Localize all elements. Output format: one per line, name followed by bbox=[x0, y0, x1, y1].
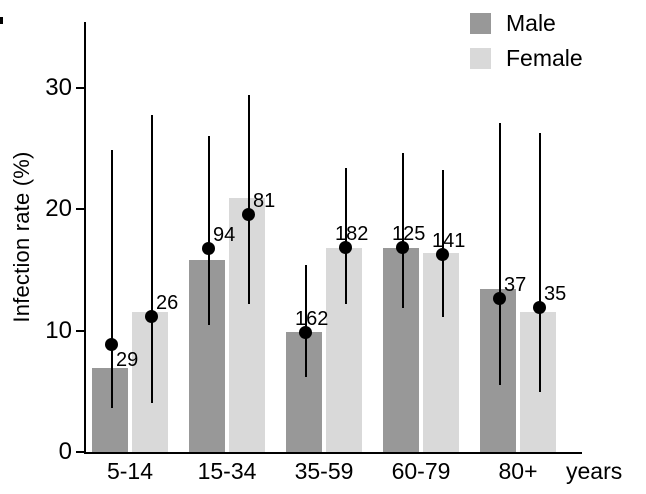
data-point-male-80+ bbox=[493, 292, 506, 306]
data-point-male-15-34 bbox=[202, 242, 215, 256]
x-category-label-60-79: 60-79 bbox=[391, 458, 451, 484]
y-axis-line bbox=[84, 22, 86, 453]
x-category-label-80+: 80+ bbox=[498, 458, 538, 484]
error-bar-female-35-59 bbox=[345, 167, 347, 304]
error-bar-male-60-79 bbox=[402, 153, 404, 308]
count-label-male-15-34: 94 bbox=[213, 224, 236, 247]
bar-male-5-14 bbox=[92, 368, 128, 452]
y-tick bbox=[76, 208, 84, 211]
y-tick bbox=[76, 329, 84, 332]
error-bar-female-60-79 bbox=[442, 170, 444, 318]
legend: Male Female bbox=[470, 12, 583, 82]
data-point-female-5-14 bbox=[145, 310, 158, 324]
bar-male-35-59 bbox=[286, 331, 322, 452]
count-label-male-35-59: 162 bbox=[295, 308, 329, 331]
legend-item-male: Male bbox=[470, 10, 583, 36]
data-point-male-35-59 bbox=[299, 326, 312, 340]
y-tick-label: 0 bbox=[58, 438, 72, 465]
bar-female-15-34 bbox=[229, 198, 265, 452]
y-tick-label: 10 bbox=[45, 316, 72, 344]
data-point-female-15-34 bbox=[242, 208, 255, 222]
male-legend-swatch bbox=[470, 12, 491, 34]
data-point-male-60-79 bbox=[396, 241, 409, 255]
error-bar-female-80+ bbox=[539, 132, 541, 393]
count-label-male-80+: 37 bbox=[504, 274, 527, 297]
error-bar-female-5-14 bbox=[151, 114, 153, 404]
x-axis-line bbox=[84, 452, 582, 454]
error-bar-male-15-34 bbox=[208, 136, 210, 325]
y-tick-label: 20 bbox=[45, 195, 72, 223]
bar-male-80+ bbox=[480, 289, 516, 452]
bar-male-60-79 bbox=[383, 248, 419, 452]
legend-label-female: Female bbox=[506, 45, 583, 71]
y-tick bbox=[76, 86, 84, 89]
female-legend-swatch bbox=[470, 47, 491, 69]
count-label-female-15-34: 81 bbox=[253, 190, 276, 213]
count-label-female-35-59: 182 bbox=[335, 223, 369, 246]
bar-male-15-34 bbox=[189, 260, 225, 452]
x-category-label-35-59: 35-59 bbox=[294, 458, 354, 484]
legend-item-female: Female bbox=[470, 45, 583, 71]
x-axis-unit-label: years bbox=[566, 458, 623, 484]
bar-female-5-14 bbox=[132, 312, 168, 452]
x-category-label-5-14: 5-14 bbox=[106, 458, 154, 484]
data-point-female-80+ bbox=[533, 300, 546, 314]
error-bar-male-5-14 bbox=[111, 149, 113, 409]
y-tick-label: 30 bbox=[45, 73, 72, 101]
data-point-male-5-14 bbox=[105, 338, 118, 352]
error-bar-female-15-34 bbox=[248, 95, 250, 304]
count-label-female-5-14: 26 bbox=[156, 292, 179, 315]
count-label-female-60-79: 141 bbox=[432, 230, 466, 253]
y-axis-title: Infection rate (%) bbox=[9, 151, 34, 323]
count-label-male-60-79: 125 bbox=[392, 223, 426, 246]
edge-artifact bbox=[0, 17, 3, 24]
bar-female-80+ bbox=[520, 312, 556, 452]
error-bar-male-35-59 bbox=[305, 265, 307, 377]
bar-female-60-79 bbox=[423, 252, 459, 452]
x-category-label-15-34: 15-34 bbox=[197, 458, 257, 484]
error-bar-male-80+ bbox=[499, 123, 501, 386]
legend-label-male: Male bbox=[506, 10, 556, 36]
count-label-male-5-14: 29 bbox=[116, 349, 139, 372]
bar-female-35-59 bbox=[326, 248, 362, 452]
data-point-female-60-79 bbox=[436, 248, 449, 262]
count-label-female-80+: 35 bbox=[544, 282, 567, 305]
data-point-female-35-59 bbox=[339, 241, 352, 255]
y-tick bbox=[76, 451, 84, 453]
